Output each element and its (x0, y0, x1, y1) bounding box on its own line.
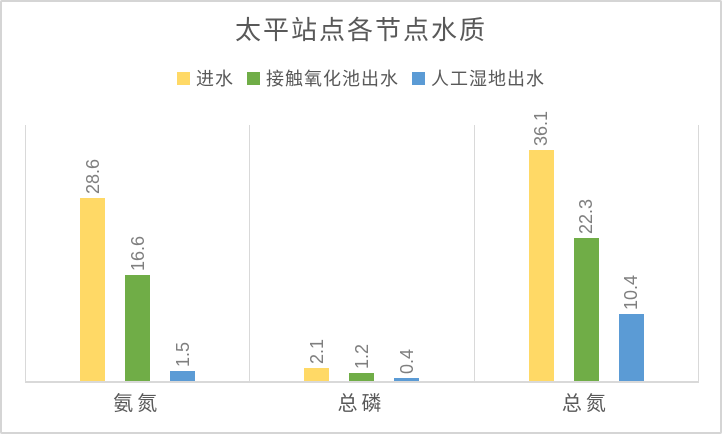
bar-group-slot: 36.1 (528, 111, 554, 381)
bar-group-slot: 16.6 (125, 125, 151, 381)
x-axis-label: 总磷 (337, 393, 386, 415)
bar-group-slot: 0.4 (394, 125, 420, 381)
bar (170, 371, 196, 381)
bar-value-label: 36.1 (531, 110, 552, 146)
bar-group-slot: 1.2 (349, 125, 375, 381)
legend: 进水 接触氧化池出水 人工湿地出水 (2, 65, 720, 91)
legend-swatch-icon (247, 71, 260, 85)
category-panel: 36.1 22.3 10.4 (475, 111, 699, 381)
legend-label: 接触氧化池出水 (266, 69, 399, 89)
legend-swatch-icon (412, 71, 425, 85)
legend-item: 进水 (177, 65, 234, 91)
category-panel: 2.1 1.2 0.4 (250, 125, 475, 381)
plot-area: 28.6 16.6 1.5 2.1 1.2 0.4 36.1 22.3 10.4 (25, 111, 699, 383)
bar (125, 274, 151, 381)
category-panel: 28.6 16.6 1.5 (26, 125, 251, 381)
bar (304, 367, 330, 381)
bar (349, 373, 375, 381)
chart-title: 太平站点各节点水质 (234, 15, 487, 45)
legend-label: 人工湿地出水 (431, 69, 545, 89)
legend-item: 人工湿地出水 (412, 65, 545, 91)
bar-value-label: 16.6 (127, 235, 148, 271)
bar (528, 150, 554, 381)
bar-value-label: 22.3 (576, 199, 597, 235)
bar (394, 378, 420, 381)
x-axis-label: 总氮 (561, 393, 610, 415)
legend-swatch-icon (177, 71, 190, 85)
bar-group-slot: 22.3 (573, 125, 599, 381)
bar-value-label: 1.5 (172, 342, 193, 368)
bar-value-label: 10.4 (621, 275, 642, 311)
bar-group-slot: 2.1 (304, 125, 330, 381)
bar-value-label: 28.6 (82, 158, 103, 194)
x-axis-label: 氨氮 (113, 393, 162, 415)
legend-item: 接触氧化池出水 (247, 65, 399, 91)
bar-value-label: 2.1 (306, 338, 327, 364)
legend-label: 进水 (196, 69, 234, 89)
bar (618, 314, 644, 381)
bar-group-slot: 28.6 (80, 125, 106, 381)
bar (80, 198, 106, 381)
bar-value-label: 0.4 (396, 349, 417, 375)
bar (573, 238, 599, 381)
bar-group-slot: 1.5 (170, 125, 196, 381)
bar-value-label: 1.2 (351, 344, 372, 370)
x-axis-labels: 氨氮 总磷 总氮 (25, 391, 698, 417)
bar-group-slot: 10.4 (618, 125, 644, 381)
